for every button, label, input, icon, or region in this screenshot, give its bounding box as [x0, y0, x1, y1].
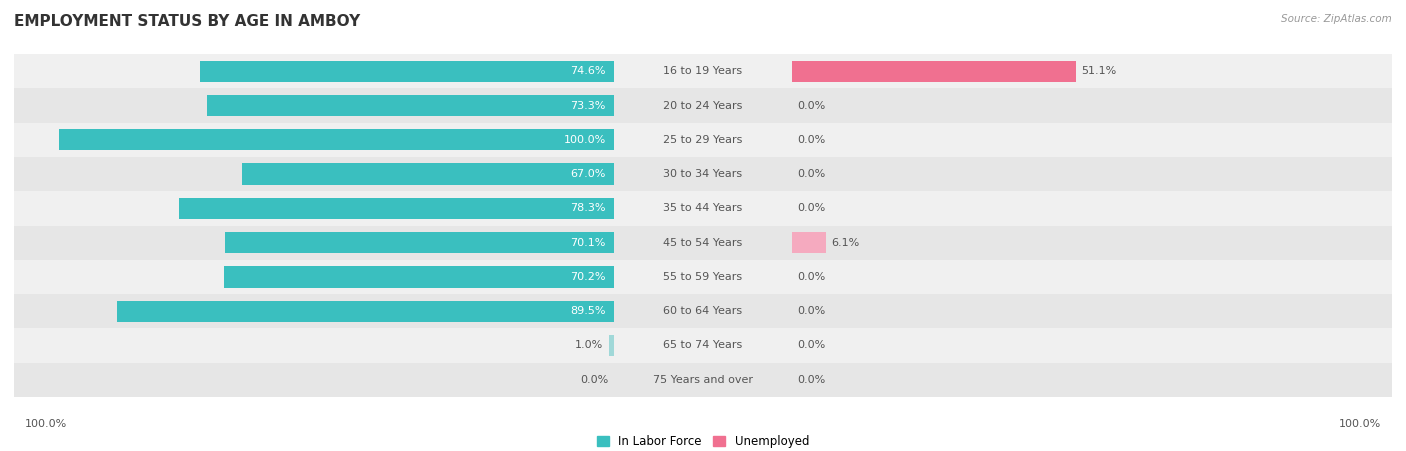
Bar: [242, 163, 614, 185]
Text: 65 to 74 Years: 65 to 74 Years: [664, 341, 742, 350]
Text: 73.3%: 73.3%: [571, 101, 606, 110]
Text: 89.5%: 89.5%: [571, 306, 606, 316]
Bar: [609, 335, 614, 356]
Text: 78.3%: 78.3%: [571, 203, 606, 213]
Text: 70.1%: 70.1%: [571, 238, 606, 248]
Bar: [200, 60, 614, 82]
Bar: [225, 232, 614, 253]
Bar: [14, 294, 1392, 328]
Bar: [14, 363, 1392, 397]
Text: 0.0%: 0.0%: [797, 203, 825, 213]
Bar: [14, 260, 1392, 294]
Text: EMPLOYMENT STATUS BY AGE IN AMBOY: EMPLOYMENT STATUS BY AGE IN AMBOY: [14, 14, 360, 28]
Text: 0.0%: 0.0%: [797, 306, 825, 316]
Bar: [792, 60, 1076, 82]
Text: 100.0%: 100.0%: [564, 135, 606, 145]
Bar: [14, 328, 1392, 363]
Text: 0.0%: 0.0%: [797, 375, 825, 385]
Text: 45 to 54 Years: 45 to 54 Years: [664, 238, 742, 248]
Text: 74.6%: 74.6%: [571, 66, 606, 76]
Bar: [14, 54, 1392, 88]
Text: 1.0%: 1.0%: [575, 341, 603, 350]
Bar: [14, 88, 1392, 123]
Bar: [224, 266, 614, 288]
Bar: [207, 95, 614, 116]
Text: 16 to 19 Years: 16 to 19 Years: [664, 66, 742, 76]
Bar: [14, 226, 1392, 260]
Text: 55 to 59 Years: 55 to 59 Years: [664, 272, 742, 282]
Text: 0.0%: 0.0%: [797, 272, 825, 282]
Text: 75 Years and over: 75 Years and over: [652, 375, 754, 385]
Bar: [117, 300, 614, 322]
Text: 0.0%: 0.0%: [797, 169, 825, 179]
Text: 100.0%: 100.0%: [1339, 419, 1381, 429]
Bar: [14, 191, 1392, 226]
Bar: [14, 123, 1392, 157]
Text: Source: ZipAtlas.com: Source: ZipAtlas.com: [1281, 14, 1392, 23]
Text: 20 to 24 Years: 20 to 24 Years: [664, 101, 742, 110]
Text: 51.1%: 51.1%: [1081, 66, 1116, 76]
Legend: In Labor Force, Unemployed: In Labor Force, Unemployed: [592, 430, 814, 451]
Text: 6.1%: 6.1%: [831, 238, 859, 248]
Text: 30 to 34 Years: 30 to 34 Years: [664, 169, 742, 179]
Bar: [59, 129, 614, 151]
Text: 100.0%: 100.0%: [25, 419, 67, 429]
Text: 70.2%: 70.2%: [571, 272, 606, 282]
Text: 25 to 29 Years: 25 to 29 Years: [664, 135, 742, 145]
Text: 35 to 44 Years: 35 to 44 Years: [664, 203, 742, 213]
Bar: [179, 198, 614, 219]
Text: 0.0%: 0.0%: [797, 135, 825, 145]
Text: 60 to 64 Years: 60 to 64 Years: [664, 306, 742, 316]
Text: 0.0%: 0.0%: [797, 101, 825, 110]
Bar: [792, 232, 825, 253]
Text: 67.0%: 67.0%: [571, 169, 606, 179]
Text: 0.0%: 0.0%: [797, 341, 825, 350]
Bar: [14, 157, 1392, 191]
Text: 0.0%: 0.0%: [581, 375, 609, 385]
